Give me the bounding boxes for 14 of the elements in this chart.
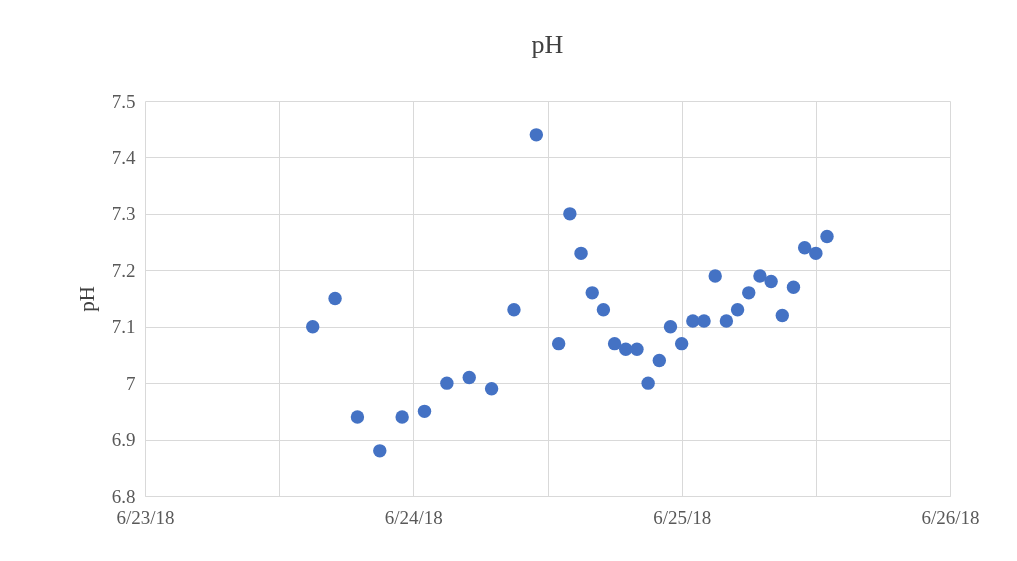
x-tick-label: 6/24/18 bbox=[384, 506, 443, 528]
y-tick-label: 7 bbox=[126, 372, 136, 394]
y-tick-label: 6.8 bbox=[111, 485, 136, 507]
y-tick-label: 7.1 bbox=[111, 316, 136, 338]
y-tick-label: 7.3 bbox=[111, 203, 136, 225]
x-tick-label: 6/25/18 bbox=[653, 506, 712, 528]
y-tick-label: 7.5 bbox=[111, 90, 136, 112]
y-tick-label: 7.2 bbox=[111, 259, 136, 281]
y-axis-title: pH bbox=[74, 286, 99, 312]
chart-title: pH bbox=[531, 30, 564, 59]
y-tick-label: 6.9 bbox=[111, 429, 136, 451]
x-tick-label: 6/26/18 bbox=[921, 506, 980, 528]
y-tick-label: 7.4 bbox=[111, 146, 136, 168]
x-tick-label: 6/23/18 bbox=[116, 506, 175, 528]
